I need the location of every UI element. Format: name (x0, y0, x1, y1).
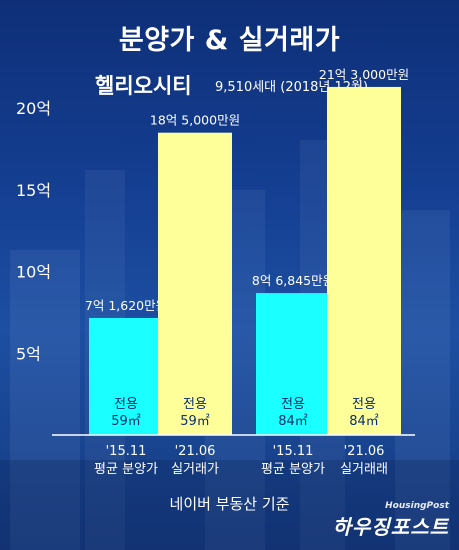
category-date-label: '15.11 (273, 444, 314, 459)
category-labels: '15.11 평균 분양가 '21.06 실거래가 '15.11 평균 분양가 '21.06… (94, 444, 388, 477)
bar-inner-area: 84㎡ (278, 414, 308, 429)
brand-korean: 하우징포스트 (332, 515, 449, 539)
y-tick-label: 20억 (16, 99, 51, 118)
y-tick-label: 5억 (16, 344, 41, 363)
bar-value-label: 7억 1,620만원 (85, 298, 167, 313)
bar-value-label: 21억 3,000만원 (319, 67, 409, 82)
y-tick-label: 15억 (16, 181, 51, 200)
brand-logo: HousingPost 하우징포스트 (333, 501, 449, 540)
category-date-label: '21.06 (175, 444, 216, 459)
bar (158, 132, 232, 435)
category-type-label: 평균 분양가 (261, 462, 325, 477)
bar-inner-area: 59㎡ (180, 414, 210, 429)
y-tick-label: 10억 (16, 263, 51, 282)
bar-value-label: 18억 5,000만원 (150, 113, 240, 128)
bar (89, 317, 163, 435)
brand-english: HousingPost (385, 501, 449, 511)
category-date-label: '15.11 (106, 444, 147, 459)
bar-value-label: 8억 6,845만원 (252, 273, 334, 288)
page-title: 분양가 & 실거래가 (118, 25, 341, 56)
source-note: 네이버 부동산 기준 (169, 495, 290, 513)
bar-inner-label: 전용 (281, 397, 305, 412)
complex-name: 헬리오시티 (95, 74, 192, 98)
category-type-label: 실거래가 (171, 462, 219, 477)
bar (256, 293, 330, 435)
bar-inner-label: 전용 (352, 397, 376, 412)
bar-inner-area: 84㎡ (349, 414, 379, 429)
bar (327, 86, 401, 436)
bar-inner-label: 전용 (183, 397, 207, 412)
y-axis-ticks: 5억 10억 15억 20억 (16, 99, 51, 363)
bar-inner-area: 59㎡ (111, 414, 141, 429)
category-date-label: '21.06 (344, 444, 385, 459)
category-type-label: 평균 분양가 (94, 462, 158, 477)
category-type-label: 실거래래 (340, 462, 388, 477)
bar-inner-label: 전용 (114, 397, 138, 412)
